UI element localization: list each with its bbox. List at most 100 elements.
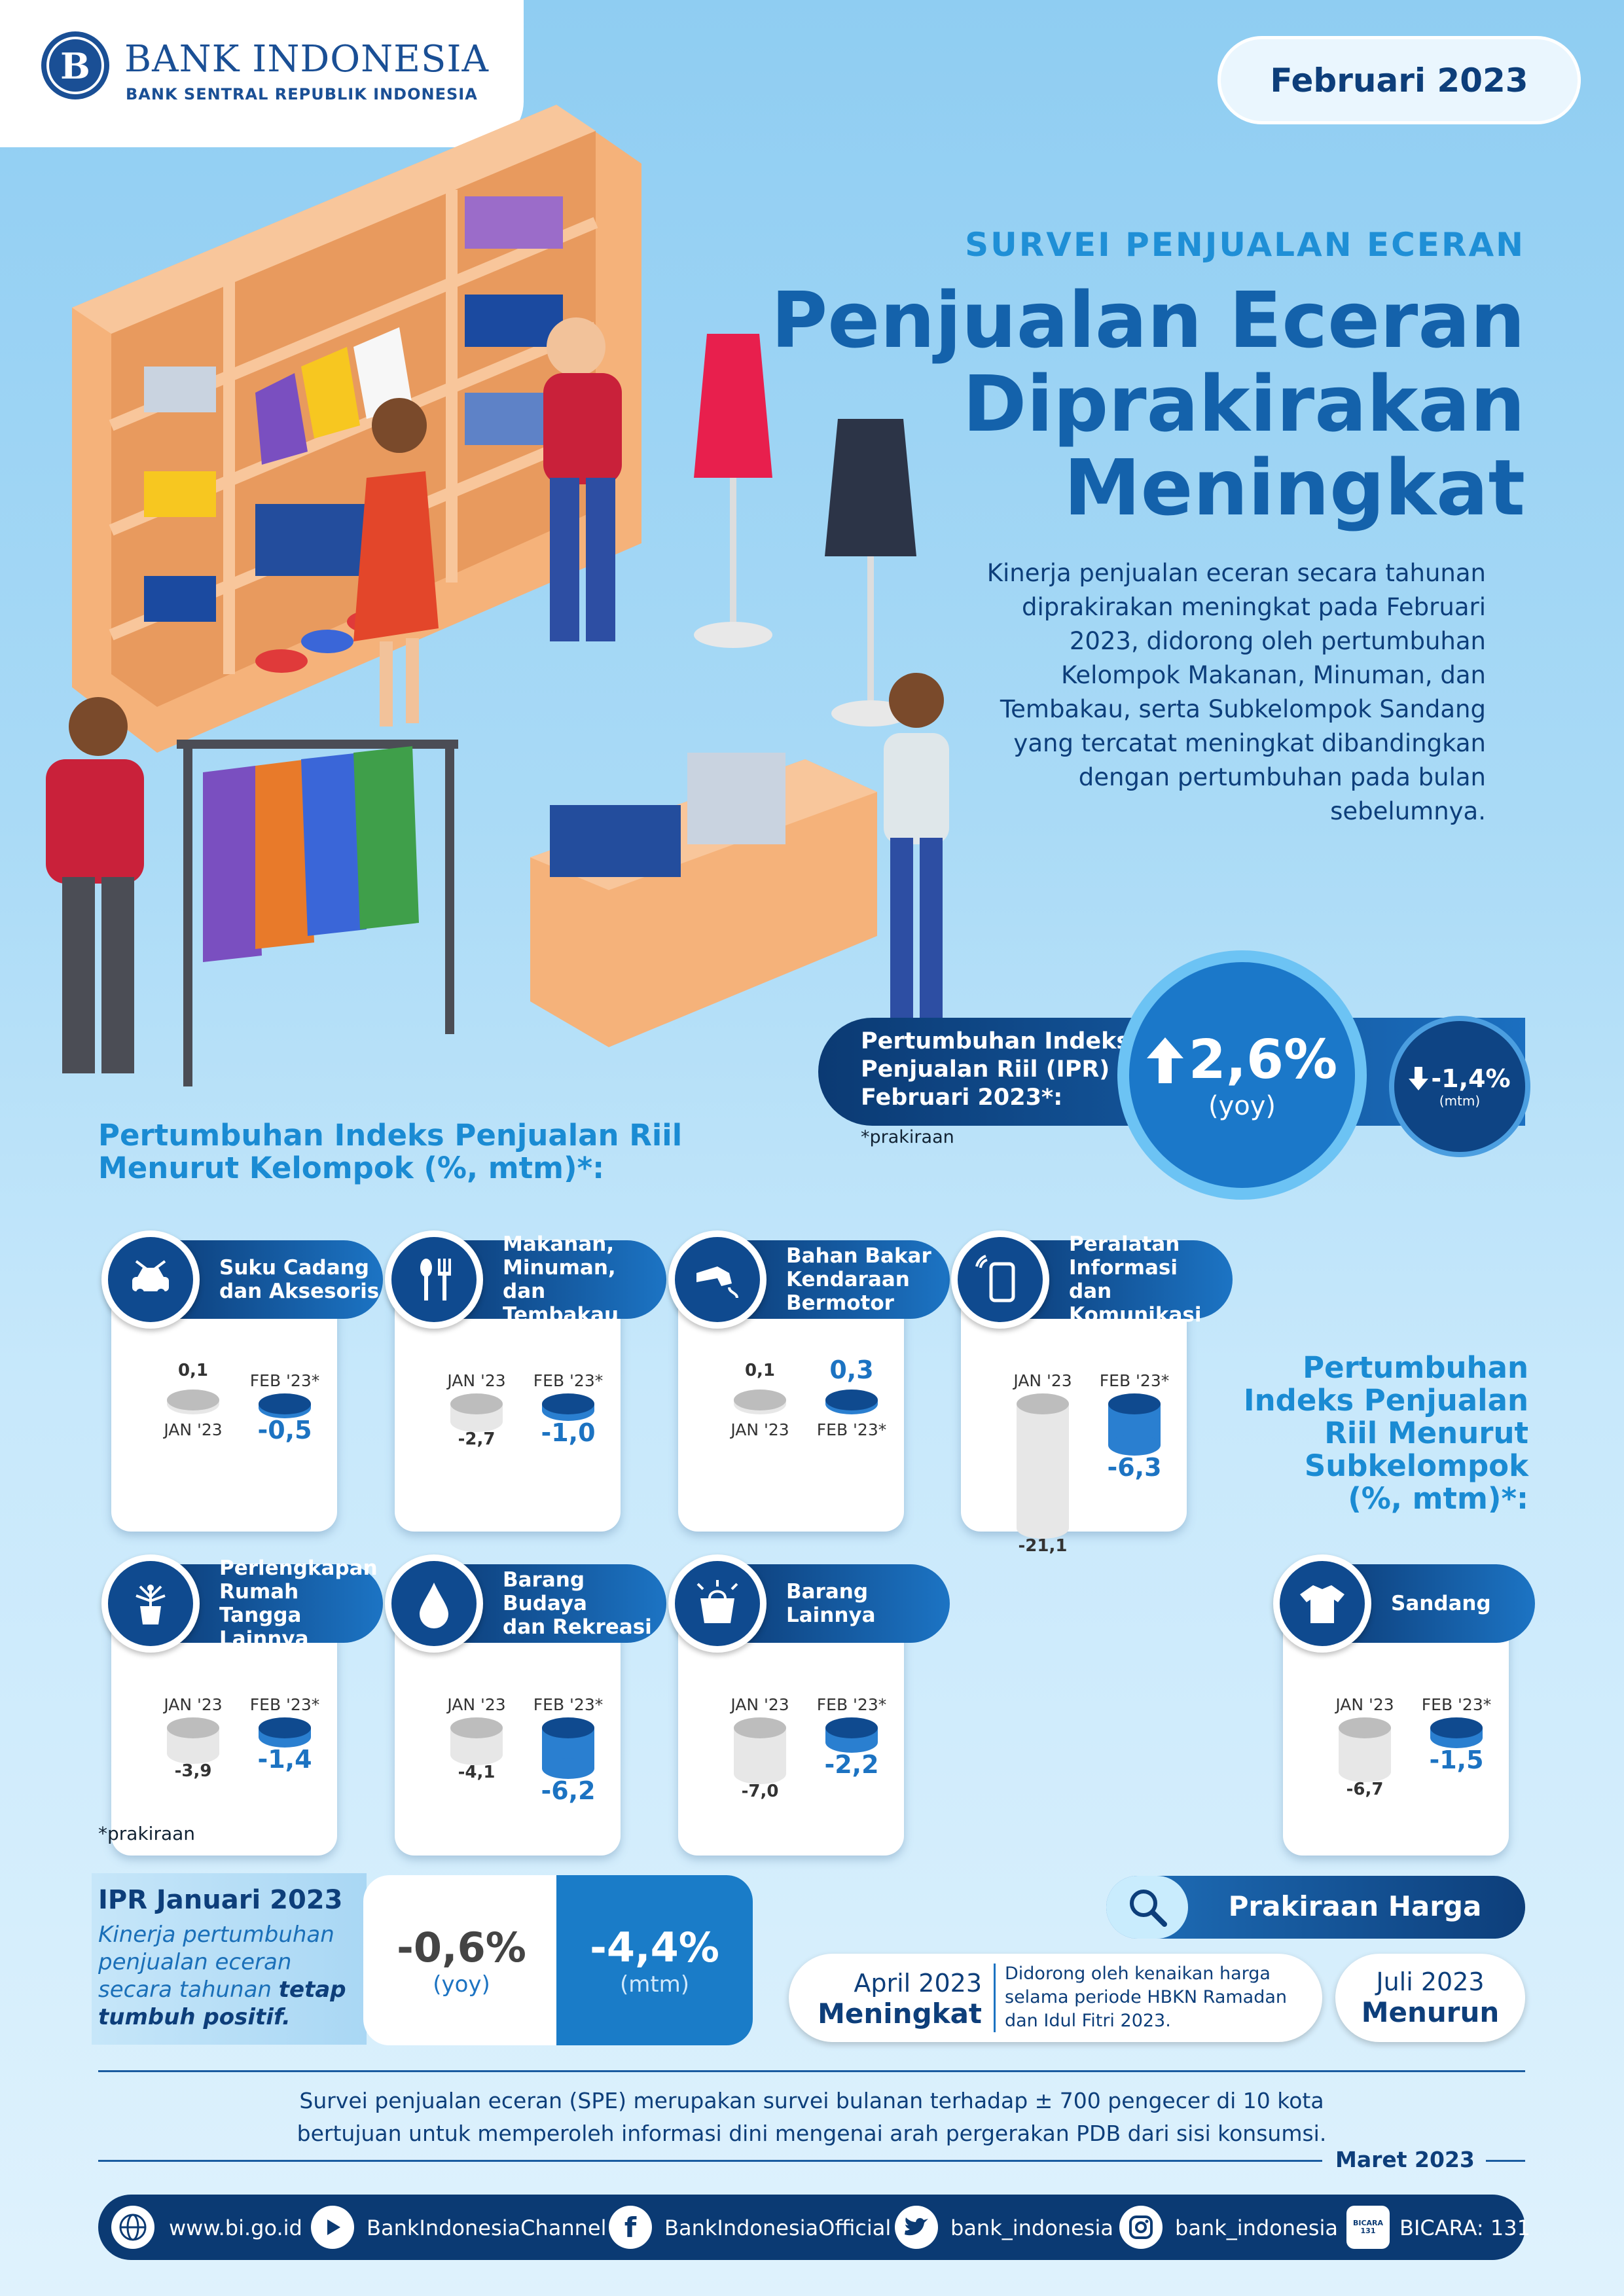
ipr-jan-text-regular: Kinerja pertumbuhan penjualan eceran sec…: [98, 1922, 334, 2003]
ipr-jan-yoy-box: -0,6% (yoy): [363, 1875, 560, 2045]
ipr-footnote: *prakiraan: [861, 1127, 954, 1147]
ipr-jan-text: Kinerja pertumbuhan penjualan eceran sec…: [98, 1921, 353, 2031]
label-jan: JAN '23: [1013, 1371, 1072, 1390]
subgroups-title-line-2: Indeks Penjualan: [1243, 1383, 1528, 1418]
bicara-icon[interactable]: BICARA 131: [1346, 2206, 1390, 2249]
group-card-title-line: Sandang: [1391, 1592, 1491, 1615]
group-card-title-text: Perlengkapan Rumah Tangga Lainnya: [219, 1556, 383, 1651]
bar-feb: [542, 1717, 594, 1779]
survey-kicker: SURVEI PENJUALAN ECERAN: [965, 226, 1525, 264]
bicara-contact[interactable]: BICARA: 131: [1399, 2215, 1530, 2240]
group-card-title-line: Informasi: [1069, 1256, 1178, 1280]
bar-feb: [542, 1393, 594, 1421]
fork-knife-icon: [385, 1230, 483, 1329]
ipr-yoy-circle: 2,6% (yoy): [1129, 962, 1355, 1188]
period-badge: Februari 2023: [1218, 36, 1581, 124]
group-card-title-line: Lainnya: [786, 1604, 876, 1627]
bicara-badge-text: BICARA 131: [1352, 2219, 1384, 2235]
group-card-title-line: Rumah Tangga: [219, 1580, 302, 1627]
value-feb: -1,5: [1429, 1746, 1484, 1774]
group-card-title-text: Bahan Bakar Kendaraan Bermotor: [786, 1244, 931, 1315]
twitter-icon[interactable]: [895, 2206, 938, 2249]
value-feb: -1,4: [257, 1745, 312, 1774]
value-jan: -7,0: [741, 1782, 779, 1801]
value-feb: 0,3: [829, 1355, 874, 1384]
instagram-icon[interactable]: [1119, 2206, 1163, 2249]
group-card-title-text: Sandang: [1391, 1592, 1491, 1615]
value-feb: -6,2: [541, 1776, 596, 1805]
bank-name: BANK INDONESIA: [124, 38, 489, 81]
ipr-label-line-1: Pertumbuhan Indeks: [861, 1028, 1130, 1054]
headline-line-1: Penjualan Eceran: [770, 275, 1525, 365]
survey-note: Survei penjualan eceran (SPE) merupakan …: [98, 2085, 1525, 2150]
group-card-title-line: Bermotor: [786, 1291, 894, 1315]
ipr-jan-mtm-value: -4,4%: [590, 1923, 719, 1971]
bar-feb: [1430, 1717, 1483, 1748]
logo-area: B BANK INDONESIA BANK SENTRAL REPUBLIK I…: [0, 0, 524, 147]
group-card-title-line: Kendaraan: [786, 1268, 910, 1291]
instagram-link[interactable]: bank_indonesia: [1175, 2215, 1338, 2240]
group-card-title-line: Budaya: [503, 1592, 587, 1615]
globe-icon[interactable]: [111, 2206, 154, 2249]
label-jan: JAN '23: [164, 1695, 223, 1714]
group-card-title-line: Peralatan: [1069, 1232, 1180, 1256]
price-april-status: Meningkat: [818, 1998, 982, 2030]
divider-bottom: [98, 2160, 1322, 2162]
bar-jan: [450, 1717, 503, 1765]
group-card-title-line: Barang: [503, 1568, 585, 1592]
car-icon: [101, 1230, 200, 1329]
bank-indonesia-logo-icon: B: [41, 31, 109, 99]
label-jan: JAN '23: [1335, 1695, 1394, 1714]
subgroups-title-line-4: Subkelompok: [1304, 1448, 1528, 1483]
ipr-mtm-circle: -1,4% (mtm): [1394, 1021, 1525, 1152]
label-feb: FEB '23*: [1099, 1371, 1170, 1390]
ipr-jan-yoy-value: -0,6%: [397, 1923, 526, 1971]
facebook-link[interactable]: BankIndonesiaOfficial: [664, 2215, 892, 2240]
twitter-link[interactable]: bank_indonesia: [950, 2215, 1113, 2240]
youtube-link[interactable]: BankIndonesiaChannel: [367, 2215, 607, 2240]
group-card-title-line: Lainnya: [219, 1627, 309, 1651]
groups-title-line-1: Pertumbuhan Indeks Penjualan Riil: [98, 1118, 683, 1153]
shopping-bag-icon: [668, 1554, 767, 1653]
youtube-icon[interactable]: [311, 2206, 354, 2249]
ipr-jan-mtm-box: -4,4% (mtm): [556, 1875, 753, 2045]
value-feb: -1,0: [541, 1418, 596, 1447]
group-card-title-line: Suku Cadang: [219, 1256, 369, 1280]
value-feb: -6,3: [1107, 1453, 1162, 1482]
ipr-jan-mtm-label: (mtm): [619, 1971, 690, 1998]
bar-feb: [1108, 1393, 1161, 1456]
tshirt-icon: [1273, 1554, 1371, 1653]
ipr-jan-yoy-label: (yoy): [433, 1971, 490, 1998]
group-card-title-line: Minuman,: [503, 1256, 616, 1280]
subgroups-section-title: Pertumbuhan Indeks Penjualan Riil Menuru…: [1191, 1352, 1528, 1515]
bar-jan: [167, 1717, 219, 1764]
subgroups-title-line-5: (%, mtm)*:: [1348, 1481, 1528, 1516]
value-jan: -21,1: [1018, 1536, 1068, 1556]
website-link[interactable]: www.bi.go.id: [169, 2215, 302, 2240]
store-illustration: [46, 105, 949, 1086]
ipr-label-line-3: Februari 2023*:: [861, 1085, 1063, 1111]
divider-top: [98, 2070, 1525, 2072]
group-card-title-line: Perlengkapan: [219, 1556, 378, 1580]
bar-feb: [825, 1390, 878, 1414]
price-july-box: Juli 2023 Menurun: [1335, 1954, 1525, 2042]
bar-feb: [259, 1393, 311, 1418]
label-feb: FEB '23*: [816, 1695, 887, 1714]
ipr-yoy-value: 2,6%: [1188, 1029, 1338, 1091]
group-card-title-line: Makanan,: [503, 1232, 615, 1256]
fuel-nozzle-icon: [668, 1230, 767, 1329]
subgroups-title-line-1: Pertumbuhan: [1303, 1350, 1528, 1385]
release-month: Maret 2023: [1335, 2147, 1475, 2172]
bar-jan: [167, 1390, 219, 1414]
price-outlook-title: Prakiraan Harga: [1228, 1890, 1482, 1922]
label-feb: FEB '23*: [533, 1371, 604, 1390]
label-feb: FEB '23*: [249, 1695, 320, 1714]
subgroups-title-line-3: Riil Menurut: [1324, 1416, 1528, 1450]
cards-footnote: *prakiraan: [98, 1823, 196, 1844]
facebook-icon[interactable]: f: [609, 2206, 652, 2249]
group-card-title-line: dan Komunikasi: [1069, 1280, 1202, 1327]
search-icon: [1129, 1890, 1167, 1927]
ipr-mtm-value: -1,4%: [1431, 1064, 1511, 1093]
bar-feb: [825, 1717, 878, 1753]
